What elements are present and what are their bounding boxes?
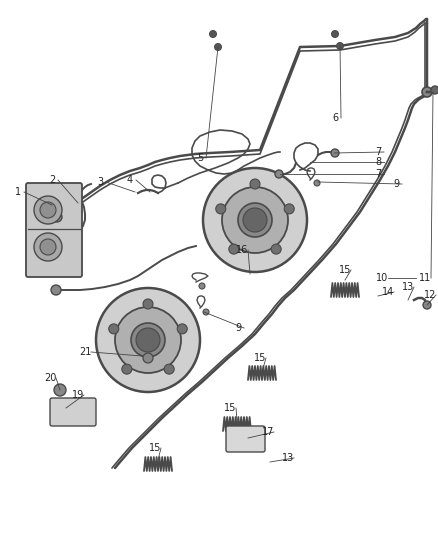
- Circle shape: [115, 307, 181, 373]
- Text: 9: 9: [235, 323, 241, 333]
- Circle shape: [215, 44, 222, 51]
- Text: 11: 11: [419, 273, 431, 283]
- Circle shape: [51, 285, 61, 295]
- Circle shape: [271, 244, 281, 254]
- Circle shape: [229, 244, 239, 254]
- Circle shape: [209, 30, 216, 37]
- Circle shape: [143, 353, 153, 363]
- Text: 3: 3: [97, 177, 103, 187]
- Text: 1: 1: [15, 187, 21, 197]
- Text: 19: 19: [72, 390, 84, 400]
- Text: 6: 6: [332, 113, 338, 123]
- FancyBboxPatch shape: [26, 183, 82, 277]
- Circle shape: [143, 299, 153, 309]
- Circle shape: [122, 364, 132, 374]
- Circle shape: [332, 30, 339, 37]
- Text: 16: 16: [236, 245, 248, 255]
- Circle shape: [203, 309, 209, 315]
- Circle shape: [164, 364, 174, 374]
- Text: 10: 10: [376, 273, 388, 283]
- Circle shape: [314, 180, 320, 186]
- Text: 9: 9: [393, 179, 399, 189]
- Circle shape: [34, 196, 62, 224]
- Circle shape: [238, 203, 272, 237]
- Circle shape: [199, 283, 205, 289]
- Circle shape: [431, 86, 438, 94]
- Circle shape: [136, 328, 160, 352]
- Text: 13: 13: [402, 282, 414, 292]
- Text: 17: 17: [262, 427, 274, 437]
- Circle shape: [40, 239, 56, 255]
- Text: 15: 15: [339, 265, 351, 275]
- Text: 15: 15: [224, 403, 236, 413]
- Circle shape: [250, 179, 260, 189]
- Circle shape: [34, 233, 62, 261]
- Circle shape: [109, 324, 119, 334]
- FancyBboxPatch shape: [226, 426, 265, 452]
- Text: 15: 15: [254, 353, 266, 363]
- Text: 15: 15: [149, 443, 161, 453]
- Text: 2: 2: [49, 175, 55, 185]
- Text: 7: 7: [375, 169, 381, 179]
- Text: 14: 14: [382, 287, 394, 297]
- Circle shape: [40, 202, 56, 218]
- Text: 7: 7: [375, 147, 381, 157]
- Circle shape: [331, 149, 339, 157]
- Circle shape: [422, 87, 432, 97]
- Text: 21: 21: [79, 347, 91, 357]
- Circle shape: [216, 204, 226, 214]
- Text: 13: 13: [282, 453, 294, 463]
- Circle shape: [96, 288, 200, 392]
- Text: 4: 4: [127, 175, 133, 185]
- Circle shape: [203, 168, 307, 272]
- Circle shape: [275, 170, 283, 178]
- Text: 12: 12: [424, 290, 436, 300]
- Text: 20: 20: [44, 373, 56, 383]
- Circle shape: [284, 204, 294, 214]
- Circle shape: [336, 43, 343, 50]
- Text: 5: 5: [197, 153, 203, 163]
- Text: 8: 8: [375, 157, 381, 167]
- Circle shape: [54, 384, 66, 396]
- Circle shape: [423, 301, 431, 309]
- Circle shape: [222, 187, 288, 253]
- Circle shape: [177, 324, 187, 334]
- Circle shape: [131, 323, 165, 357]
- Circle shape: [52, 212, 62, 222]
- Circle shape: [243, 208, 267, 232]
- FancyBboxPatch shape: [50, 398, 96, 426]
